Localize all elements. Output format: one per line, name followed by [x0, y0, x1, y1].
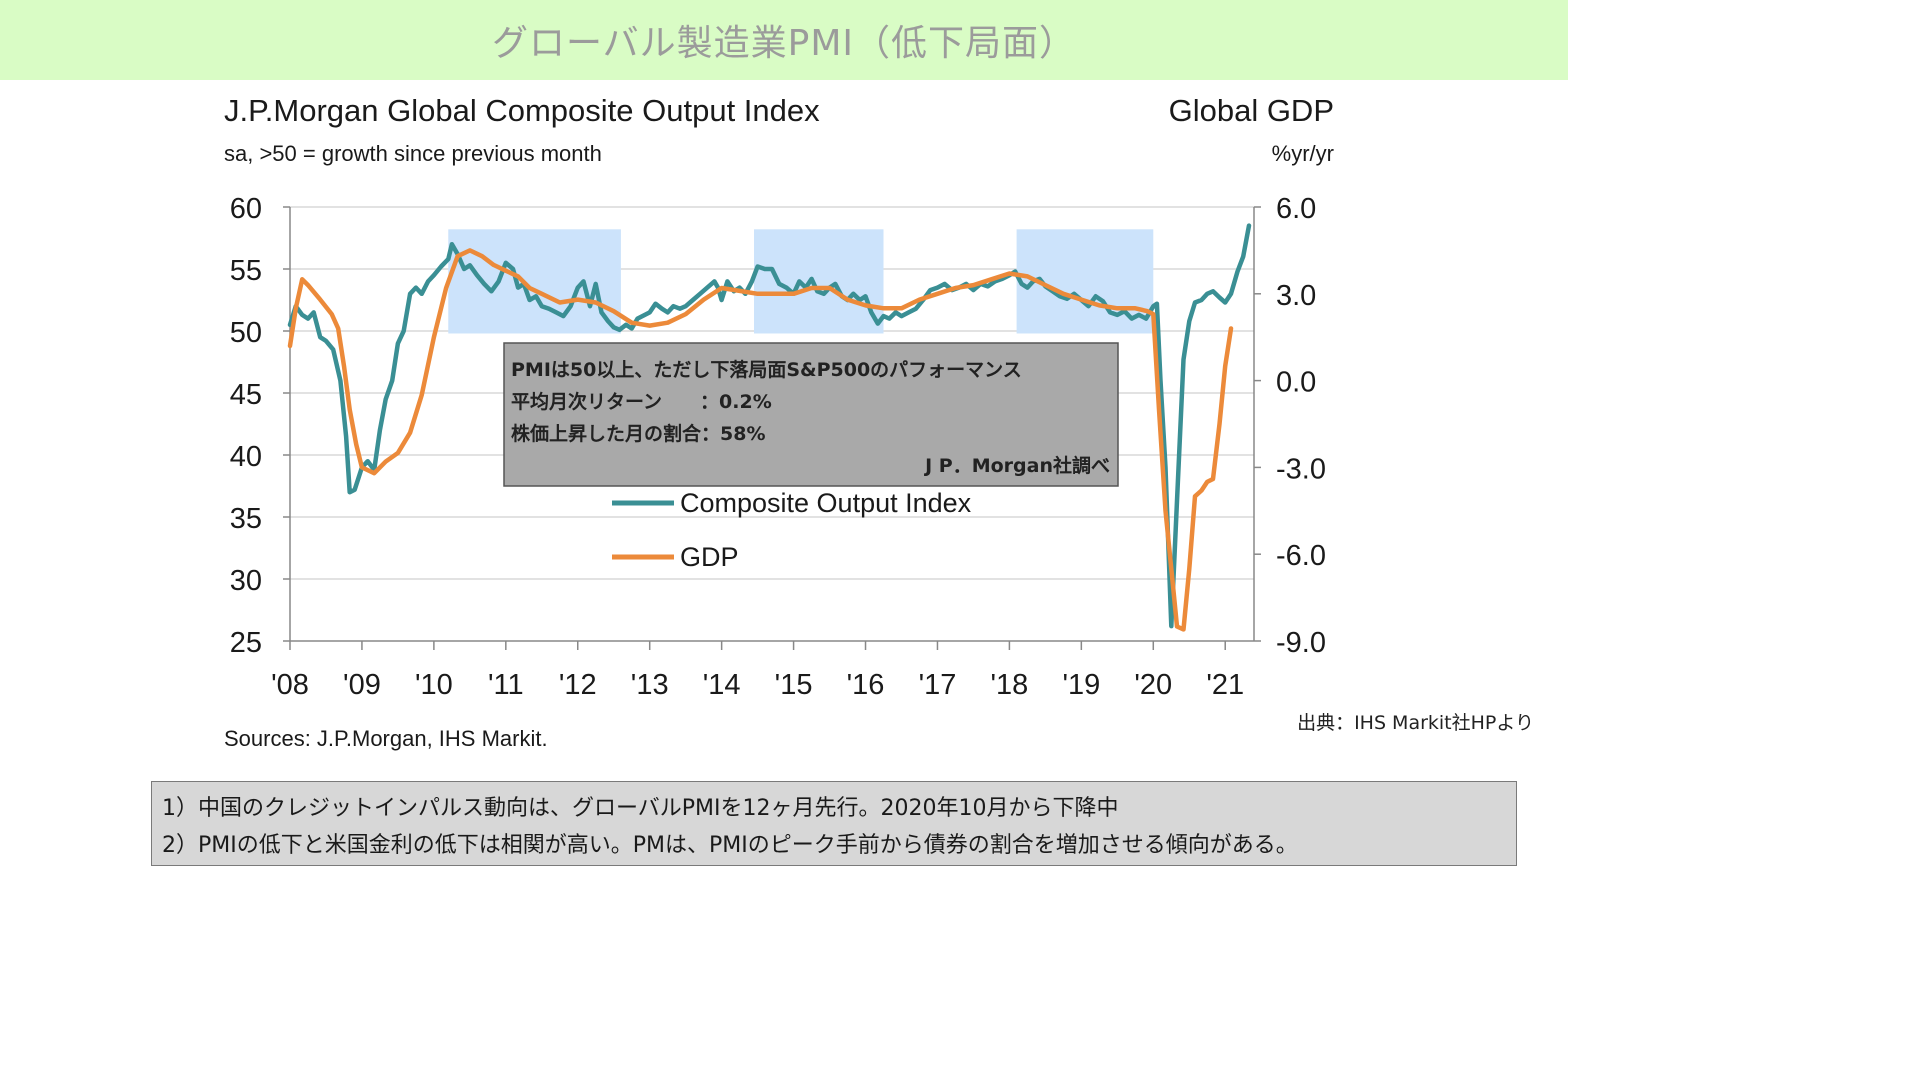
x-tick-label: '17	[919, 669, 957, 701]
x-tick-label: '08	[271, 669, 309, 701]
y-left-tick-label: 25	[230, 627, 262, 659]
x-tick-label: '09	[343, 669, 381, 701]
banner-title: グローバル製造業PMI（低下局面）	[491, 23, 1077, 64]
y-right-tick-label: -9.0	[1276, 627, 1326, 659]
notes-box: 1）中国のクレジットインパルス動向は、グローバルPMIを12ヶ月先行。2020年…	[151, 781, 1517, 866]
y-left-tick-label: 40	[230, 441, 262, 473]
x-tick-label: '21	[1206, 669, 1244, 701]
series-lines	[287, 223, 1252, 632]
y-left-tick-label: 50	[230, 317, 262, 349]
annotation-line-2: 平均月次リターン ：0.2%	[511, 390, 772, 413]
x-tick-label: '19	[1062, 669, 1100, 701]
x-tick-label: '10	[415, 669, 453, 701]
y-right-tick-label: -6.0	[1276, 540, 1326, 572]
y-left-tick-label: 35	[230, 503, 262, 535]
note-line-1: 1）中国のクレジットインパルス動向は、グローバルPMIを12ヶ月先行。2020年…	[162, 796, 1119, 821]
y-right-tick-label: 6.0	[1276, 193, 1316, 225]
y-right-tick-label: 3.0	[1276, 280, 1316, 312]
y-right-tick-label: 0.0	[1276, 367, 1316, 399]
right-axis-title: Global GDP	[1169, 93, 1334, 128]
image-credit: 出典：IHS Markit社HPより	[1297, 712, 1534, 734]
series-line-gdp	[287, 248, 1234, 632]
chart: 60 55 50 45 40 35 30 25 6.0 3.0 0.0 -3.0 -6.0 -9.0 '08…	[224, 93, 1334, 751]
annotation-background	[503, 342, 1119, 487]
legend-label-pmi: Composite Output Index	[680, 488, 972, 518]
chart-title: J.P.Morgan Global Composite Output Index	[224, 93, 820, 128]
axes	[283, 206, 1261, 650]
x-tick-label: '14	[703, 669, 741, 701]
y-left-tick-label: 55	[230, 255, 262, 287]
annotation-box: PMIは50以上、ただし下落局面S&P500のパフォーマンス 平均月次リターン …	[503, 342, 1119, 487]
shaded-period	[448, 229, 621, 334]
x-tick-label: '15	[775, 669, 813, 701]
legend: Composite Output Index GDP	[612, 488, 972, 572]
chart-source: Sources: J.P.Morgan, IHS Markit.	[224, 726, 548, 751]
y-left-tick-label: 45	[230, 379, 262, 411]
chart-subtitle: sa, >50 = growth since previous month	[224, 141, 602, 166]
series-line-pmi	[287, 223, 1252, 629]
x-tick-label: '11	[488, 669, 524, 701]
x-tick-label: '12	[559, 669, 597, 701]
annotation-line-1: PMIは50以上、ただし下落局面S&P500のパフォーマンス	[511, 358, 1022, 381]
x-tick-label: '16	[847, 669, 885, 701]
x-tick-label: '18	[991, 669, 1029, 701]
annotation-credit: J P．Morgan社調べ	[923, 454, 1110, 477]
tick-labels: 60 55 50 45 40 35 30 25 6.0 3.0 0.0 -3.0 -6.0 -9.0 '08…	[230, 193, 1326, 701]
x-tick-label: '20	[1134, 669, 1172, 701]
note-line-2: 2）PMIの低下と米国金利の低下は相関が高い。PMは、PMIのピーク手前から債券…	[162, 833, 1298, 858]
shaded-period	[754, 229, 884, 334]
annotation-line-3: 株価上昇した月の割合：58%	[511, 422, 765, 445]
y-right-tick-label: -3.0	[1276, 453, 1326, 485]
x-tick-label: '13	[631, 669, 669, 701]
right-axis-unit: %yr/yr	[1272, 141, 1334, 166]
y-left-tick-label: 30	[230, 565, 262, 597]
y-left-tick-label: 60	[230, 193, 262, 225]
title-banner: グローバル製造業PMI（低下局面）	[0, 0, 1568, 80]
legend-label-gdp: GDP	[680, 542, 739, 572]
